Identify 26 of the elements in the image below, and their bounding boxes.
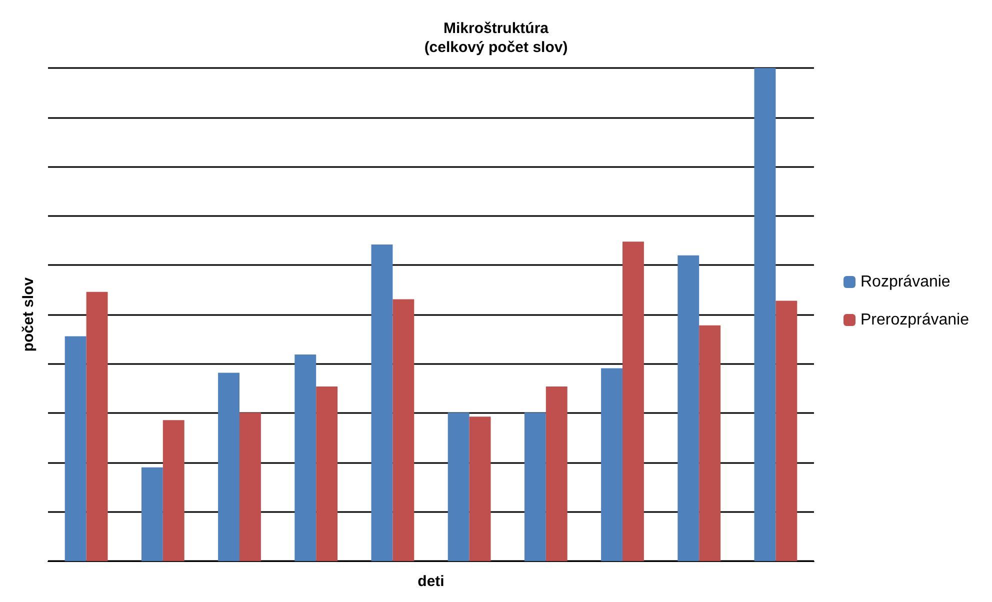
x-axis-title: deti	[418, 573, 444, 590]
bar	[218, 372, 240, 562]
bar	[448, 412, 470, 562]
bar	[392, 299, 414, 562]
chart-title: Mikroštruktúra	[443, 20, 550, 37]
chart-subtitle: (celkový počet slov)	[424, 39, 568, 56]
y-axis-title: počet slov	[20, 276, 37, 352]
bar	[86, 292, 108, 562]
bar	[162, 420, 184, 562]
bar	[64, 336, 86, 562]
bar	[601, 368, 622, 562]
bar	[546, 386, 568, 562]
bar	[371, 244, 393, 562]
bar	[141, 467, 163, 562]
bar	[316, 386, 338, 562]
bar	[622, 242, 644, 562]
bar	[524, 412, 546, 562]
bar	[776, 300, 798, 562]
bar	[754, 68, 776, 562]
legend-label: Rozprávanie	[860, 274, 950, 290]
bar	[678, 255, 700, 562]
bar	[294, 354, 316, 562]
legend-label: Prerozprávanie	[860, 312, 970, 328]
bar	[699, 325, 721, 562]
bar	[240, 412, 261, 562]
bar	[469, 416, 491, 562]
